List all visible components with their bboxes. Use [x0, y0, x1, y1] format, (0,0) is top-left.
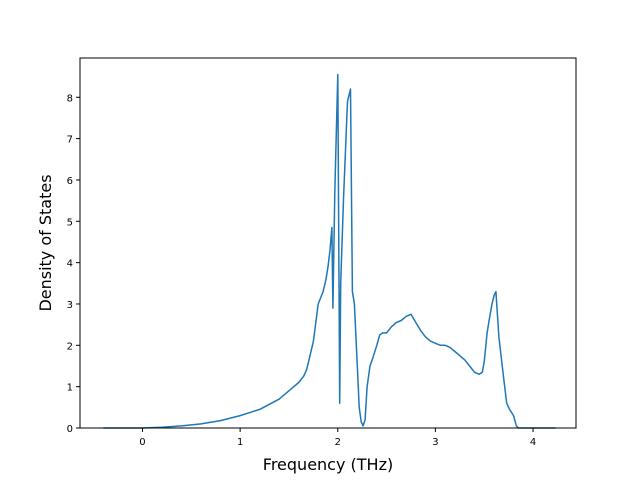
plot-area-background: [80, 58, 576, 428]
series-line-0: [103, 73, 556, 429]
plot-frame: [79, 57, 577, 429]
y-tick-label: 7: [67, 135, 73, 146]
y-tick-label: 1: [67, 383, 73, 394]
y-axis-label: Density of States: [36, 174, 55, 311]
x-tick-label: 3: [432, 437, 438, 448]
y-tick-label: 2: [67, 341, 73, 352]
y-tick-label: 5: [67, 217, 73, 228]
series-layer: [103, 73, 556, 429]
y-tick-label: 8: [67, 93, 73, 104]
x-tick-label: 2: [335, 437, 341, 448]
y-tick-label: 0: [67, 424, 73, 435]
x-tick-label: 1: [237, 437, 243, 448]
y-tick-label: 3: [67, 300, 73, 311]
x-tick-label: 0: [139, 437, 145, 448]
y-axis-ticks: 0 1 2 3 4 5 6 7 8: [67, 93, 80, 435]
y-tick-label: 4: [67, 259, 73, 270]
x-axis-label: Frequency (THz): [263, 455, 393, 474]
y-tick-label: 6: [67, 176, 73, 187]
x-axis-ticks: 0 1 2 3 4: [139, 428, 536, 448]
x-tick-label: 4: [530, 437, 536, 448]
